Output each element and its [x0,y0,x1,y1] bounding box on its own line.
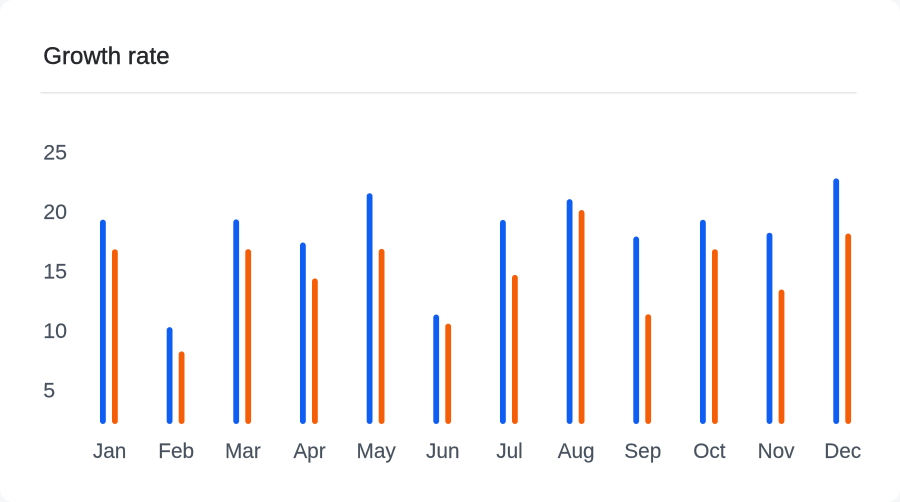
svg-text:10: 10 [43,319,67,343]
svg-text:Sep: Sep [624,440,661,463]
svg-text:Jun: Jun [426,440,460,463]
svg-text:Dec: Dec [824,440,861,463]
svg-text:Jan: Jan [93,440,127,463]
svg-text:Aug: Aug [558,440,595,463]
svg-text:Nov: Nov [758,440,796,463]
svg-text:20: 20 [43,200,67,224]
svg-text:5: 5 [43,379,55,403]
svg-text:25: 25 [43,140,67,164]
svg-text:May: May [357,440,397,463]
svg-text:Apr: Apr [293,440,325,463]
svg-text:Growth rate: Growth rate [43,43,169,70]
svg-text:Mar: Mar [225,440,261,463]
svg-text:15: 15 [43,260,67,284]
svg-text:Feb: Feb [158,440,194,463]
svg-text:Oct: Oct [693,440,726,463]
svg-text:Jul: Jul [496,440,523,463]
